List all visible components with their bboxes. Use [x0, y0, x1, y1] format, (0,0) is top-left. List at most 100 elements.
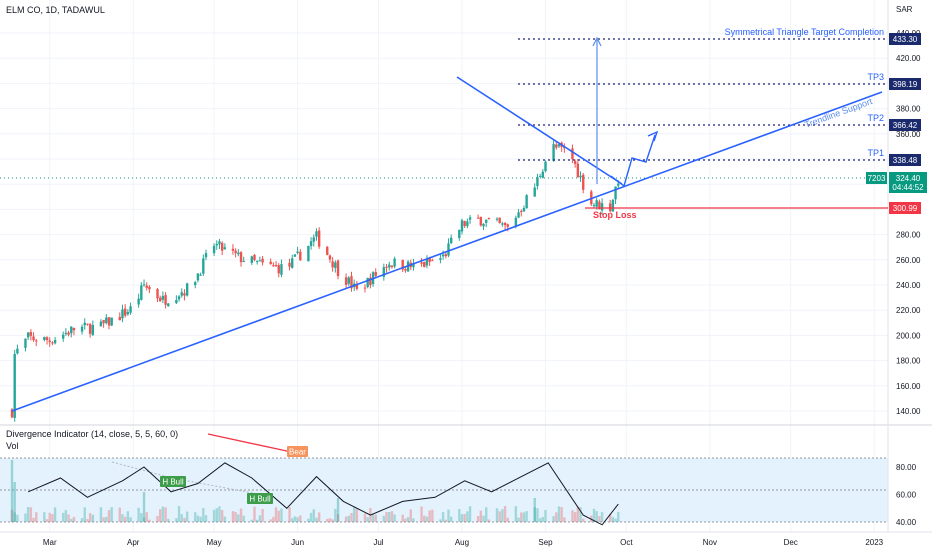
candle-body: [274, 265, 278, 267]
volume-bar: [72, 516, 76, 522]
volume-label[interactable]: Vol: [6, 441, 19, 451]
volume-bar: [204, 515, 208, 522]
tp2-label: TP2: [867, 113, 884, 123]
price-tick-label: 260.00: [896, 256, 921, 265]
candle-body: [253, 254, 256, 261]
target-arrowhead: [592, 36, 602, 47]
candle-body: [26, 332, 30, 338]
candle-body: [538, 176, 542, 178]
volume-bar: [449, 516, 453, 522]
volume-bar: [258, 515, 262, 522]
candle-body: [142, 284, 146, 286]
price-tick-label: 160.00: [896, 382, 921, 391]
candle-body: [552, 144, 555, 161]
volume-bar: [99, 507, 103, 522]
volume-bar: [598, 516, 601, 522]
volume-bar: [175, 518, 178, 522]
candle-body: [10, 409, 14, 418]
volume-bar: [261, 509, 264, 522]
symbol-title[interactable]: ELM CO, 1D, TADAWUL: [6, 5, 105, 15]
volume-bar: [476, 515, 480, 522]
volume-bar: [611, 516, 615, 522]
tp3-price-text: 398.19: [893, 80, 918, 89]
volume-bar: [126, 511, 130, 522]
volume-bar: [309, 512, 313, 522]
trendline-resistance[interactable]: [456, 76, 623, 185]
volume-bar: [26, 507, 30, 522]
volume-bar: [91, 514, 95, 522]
volume-bar: [382, 515, 386, 522]
volume-bar: [571, 510, 574, 522]
indicator-axis[interactable]: 80.00 60.00 40.00: [896, 463, 917, 527]
volume-bar: [334, 508, 337, 522]
candle-body: [105, 317, 108, 324]
candle-body: [476, 217, 480, 219]
volume-bar: [140, 513, 143, 522]
volume-bar: [520, 512, 523, 522]
candle-body: [611, 199, 615, 212]
volume-bar: [185, 511, 189, 522]
candle-body: [269, 261, 272, 265]
volume-bar: [328, 518, 332, 522]
projected-path[interactable]: [610, 134, 656, 188]
volume-bar: [272, 516, 275, 522]
last-price-badge: 324.40 04:44:52: [889, 172, 927, 193]
volume-bar: [142, 517, 146, 522]
volume-bar: [293, 516, 297, 522]
candle-body: [24, 338, 27, 348]
tp2-price-badge: 366.42: [889, 119, 921, 131]
candle-body: [425, 258, 429, 266]
candle-body: [199, 274, 202, 276]
candle-body: [99, 321, 103, 327]
indicator-title[interactable]: Divergence Indicator (14, close, 5, 5, 6…: [6, 429, 178, 439]
candle-body: [412, 263, 415, 268]
candle-body: [355, 284, 359, 289]
tp1-price-text: 338.48: [893, 156, 918, 165]
candle-body: [261, 258, 264, 263]
volume-bar: [180, 514, 183, 522]
time-axis[interactable]: Mar Apr May Jun Jul Aug Sep Oct Nov Dec 2023: [43, 538, 884, 547]
candle-body: [401, 259, 404, 270]
candle-body: [177, 296, 181, 300]
volume-bar: [110, 507, 113, 522]
candle-body: [393, 258, 396, 267]
trendline-support[interactable]: [11, 91, 883, 412]
volume-spike: [533, 498, 536, 522]
volume-bar: [223, 516, 227, 522]
candle-body: [541, 171, 545, 178]
volume-bar: [312, 509, 315, 522]
volume-bar: [86, 518, 89, 522]
price-tick-label: 280.00: [896, 231, 921, 240]
candlestick-series[interactable]: [10, 139, 620, 422]
candle-body: [64, 332, 68, 334]
candle-body: [72, 327, 76, 331]
volume-bar: [242, 515, 245, 522]
bear-divergence-line: [207, 433, 297, 454]
target-price-text: 433.30: [893, 35, 918, 44]
volume-bar: [274, 507, 278, 522]
candle-body: [382, 267, 386, 277]
candle-body: [35, 340, 38, 342]
candle-body: [110, 317, 113, 326]
candle-body: [520, 211, 523, 213]
candle-body: [16, 348, 19, 354]
volume-bar: [35, 512, 38, 522]
candle-body: [385, 266, 388, 268]
volume-bar: [458, 509, 461, 522]
volume-bar: [393, 514, 396, 522]
volume-bar: [412, 518, 415, 522]
volume-bar: [533, 507, 536, 522]
candle-body: [344, 277, 348, 285]
candle-body: [366, 277, 369, 288]
candle-body: [466, 221, 469, 227]
volume-bar: [177, 506, 181, 522]
candle-body: [180, 292, 183, 296]
volume-bar: [32, 517, 35, 522]
divergence-indicator-line[interactable]: [28, 462, 619, 526]
volume-bar: [409, 509, 412, 522]
volume-bar: [315, 517, 318, 522]
volume-bar: [237, 514, 240, 522]
candle-body: [404, 269, 407, 271]
volume-bar: [501, 509, 504, 522]
